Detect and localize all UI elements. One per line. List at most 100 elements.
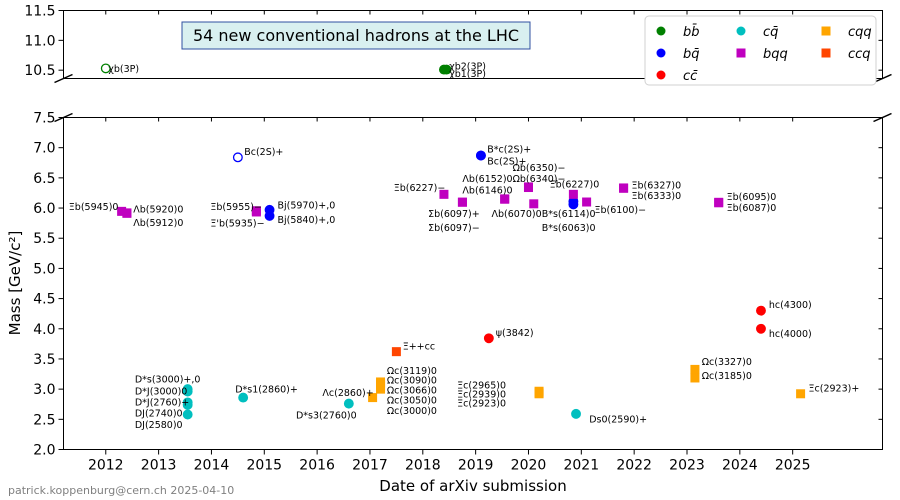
data-point-cqq: [376, 384, 386, 394]
y-tick-label: 5.5: [33, 231, 55, 247]
point-label: B*s(6114)0: [542, 209, 596, 220]
point-label: D*J(3000)0: [135, 387, 188, 398]
y-tick-label-upper: 11.5: [24, 4, 55, 20]
y-tick-label: 7.5: [33, 111, 55, 127]
x-tick-label: 2023: [669, 458, 705, 474]
point-label: Ωc(3000)0: [387, 406, 437, 417]
legend-marker-bqq: [736, 48, 746, 58]
point-label: DJ(2580)0: [135, 420, 183, 431]
x-tick-label: 2020: [511, 458, 547, 474]
point-label: Ξb(6333)0: [632, 191, 682, 202]
point-label: χb2(3P): [449, 62, 486, 73]
y-tick-label-upper: 10.5: [24, 63, 55, 79]
data-point-cq: [343, 398, 354, 409]
point-label: χb(3P): [108, 64, 139, 75]
point-label: Bj(5970)+,0: [277, 201, 335, 212]
data-point-bqq: [619, 183, 629, 193]
point-label: D*s1(2860)+: [235, 385, 298, 396]
legend-marker-bb: [656, 26, 666, 36]
x-tick-label: 2012: [88, 458, 124, 474]
data-point-ccq: [391, 347, 401, 357]
point-label: χb1(3P): [449, 69, 486, 80]
data-point-bb: [441, 64, 452, 75]
point-label: hc(4300): [769, 300, 812, 311]
x-tick-label: 2014: [194, 458, 230, 474]
legend-marker-cc: [656, 70, 666, 80]
legend-label-bqq: bqq: [763, 47, 788, 62]
x-tick-label: 2022: [616, 458, 652, 474]
data-point-cq: [182, 399, 193, 410]
y-axis-title: Mass [GeV/c²]: [6, 231, 24, 336]
data-point-cq: [182, 409, 193, 420]
point-label: Σb(6097)−: [428, 223, 480, 234]
legend-marker-cq: [736, 26, 746, 36]
point-label: Ωb(6350)−: [513, 163, 566, 174]
point-label: D*s(3000)+,0: [135, 374, 201, 385]
legend-label-bq: bq̄: [683, 47, 700, 62]
data-point-cqq: [368, 393, 378, 403]
data-point-bb: [100, 63, 111, 74]
point-label: Λb(5912)0: [133, 218, 183, 229]
data-point-bqq: [117, 206, 127, 216]
point-label: Ξc(2965)0: [457, 381, 506, 392]
x-axis-ticks: 2012 2013 2014 2015 2016 2017 2018 2019 2020 2021…: [88, 10, 811, 474]
legend-label-cqq: cqq: [848, 25, 872, 40]
lower-panel-frame: [63, 117, 883, 450]
x-tick-label: 2018: [405, 458, 441, 474]
point-label: Ξb(5945)0: [69, 202, 119, 213]
data-point-bqq: [529, 199, 539, 209]
y-tick-label: 2.0: [33, 443, 55, 459]
title-box: 54 new conventional hadrons at the LHC: [181, 21, 531, 50]
data-point-bq: [264, 210, 275, 221]
data-point-bqq: [523, 183, 533, 193]
x-tick-label: 2015: [246, 458, 282, 474]
point-label: Ξ'b(5935)−: [210, 219, 264, 230]
axis-break-mark: [54, 112, 73, 123]
point-label: Ξc(2923)0: [457, 399, 506, 410]
data-point-bq: [232, 152, 243, 163]
point-label: Ωc(3119)0: [387, 366, 437, 377]
data-point-bqq: [457, 197, 467, 207]
data-point-cc: [756, 323, 766, 334]
point-label: Ξ++cc: [403, 341, 435, 352]
point-label: Bc(2S)+: [487, 157, 526, 168]
point-label: Ωc(3185)0: [702, 371, 752, 382]
data-point-bqq: [568, 189, 578, 199]
data-point-bqq: [122, 208, 132, 218]
point-label: Ωc(3050)0: [387, 396, 437, 407]
point-label: Ωc(3090)0: [387, 376, 437, 387]
data-point-cqq: [796, 389, 806, 399]
y-tick-label: 4.0: [33, 322, 55, 338]
data-point-cqq: [690, 364, 700, 374]
y-tick-label: 3.0: [33, 382, 55, 398]
data-point-cqq: [534, 389, 544, 399]
legend-marker-cqq: [821, 26, 831, 36]
upper-panel: 10.5 11.0 11.5: [24, 4, 883, 79]
point-label: hc(4000): [769, 329, 812, 340]
x-tick-label: 2013: [141, 458, 177, 474]
point-label: Λb(6146)0: [462, 186, 512, 197]
point-label: Ξb(6087)0: [727, 203, 777, 214]
x-tick-label: 2025: [775, 458, 811, 474]
y-tick-label: 7.0: [33, 141, 55, 157]
data-point-bqq: [500, 194, 510, 204]
point-label: Ξb(6327)0: [632, 181, 682, 192]
x-tick-label: 2019: [458, 458, 494, 474]
point-label: Λc(2860)+: [322, 388, 373, 399]
point-label: Ωb(6340)−: [513, 174, 566, 185]
point-label: Ξc(2923)+: [809, 384, 860, 395]
y-tick-label: 3.5: [33, 352, 55, 368]
point-label: Ξb(6227)−: [394, 183, 446, 194]
point-label: Λb(5920)0: [133, 204, 183, 215]
point-label: ψ(3842): [496, 328, 534, 339]
point-label: Ξb(6095)0: [727, 192, 777, 203]
data-point-bq: [568, 199, 579, 210]
y-tick-label: 4.5: [33, 292, 55, 308]
point-label: Λb(6152)0: [462, 174, 512, 185]
point-label: Ξc(2939)0: [457, 390, 506, 401]
axis-break-marks: [54, 73, 892, 123]
point-labels: χb(3P) χb2(3P)χb1(3P) Bc(2S)+ B*c(2S)+ Bc(2S…: [69, 62, 860, 431]
point-label: Ωc(3327)0: [702, 357, 752, 368]
legend-label-cq: cq̄: [763, 25, 778, 40]
